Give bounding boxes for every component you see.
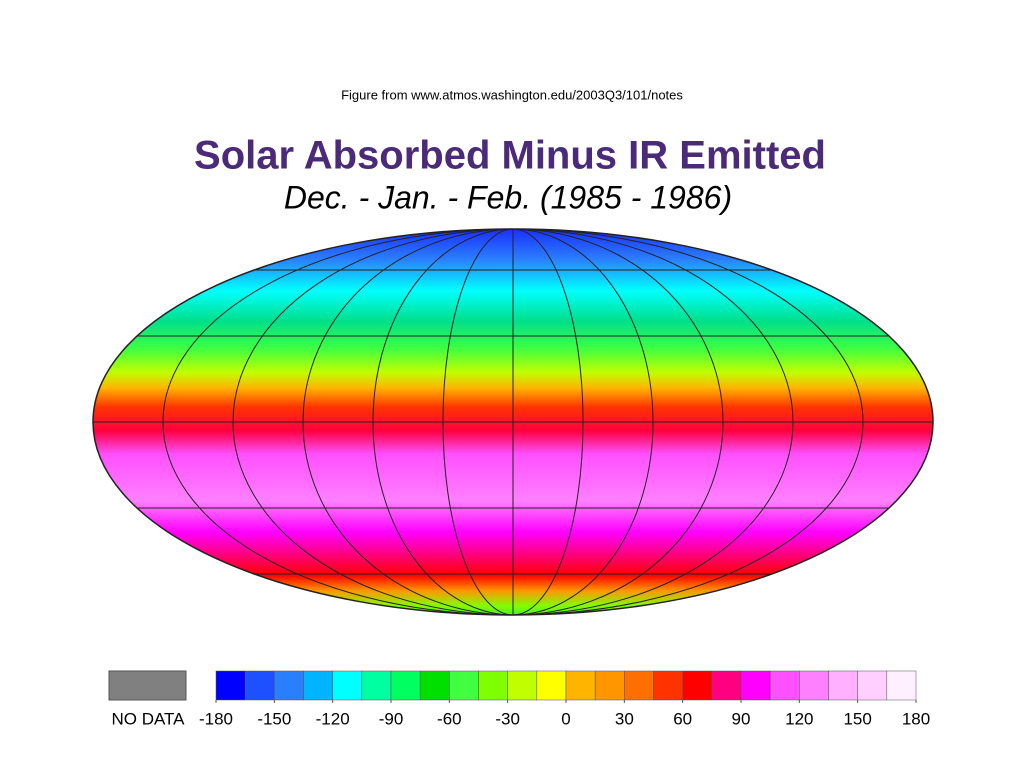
tick-label: 60 — [673, 709, 692, 728]
color-swatch — [886, 670, 917, 701]
color-swatch — [244, 670, 275, 701]
color-swatch — [857, 670, 888, 701]
tick-label: 90 — [732, 709, 751, 728]
tick-label: 30 — [615, 709, 634, 728]
map-subtitle: Dec. - Jan. - Feb. (1985 - 1986) — [284, 179, 732, 215]
tick-label: 120 — [785, 709, 813, 728]
tick-label: -30 — [495, 709, 520, 728]
no-data-swatch — [108, 670, 187, 701]
tick-label: -120 — [316, 709, 350, 728]
color-swatch — [536, 670, 567, 701]
color-swatch — [361, 670, 392, 701]
no-data-label: NO DATA — [111, 709, 185, 728]
color-swatch — [769, 670, 800, 701]
color-swatch — [507, 670, 538, 701]
tick-label: -60 — [437, 709, 462, 728]
color-swatch — [274, 670, 304, 701]
color-swatch — [565, 670, 596, 701]
color-swatch — [594, 670, 625, 701]
tick-label: -150 — [257, 709, 291, 728]
tick-label: 150 — [843, 709, 871, 728]
color-swatch — [215, 670, 246, 701]
tick-label: 180 — [902, 709, 930, 728]
color-swatch — [799, 670, 829, 701]
color-swatch — [740, 670, 771, 701]
map-title: Solar Absorbed Minus IR Emitted — [194, 134, 826, 178]
color-swatch — [390, 670, 421, 701]
tick-label: -180 — [199, 709, 233, 728]
color-swatch — [828, 670, 858, 701]
tick-label: -90 — [379, 709, 404, 728]
color-swatch — [332, 670, 363, 701]
color-swatch — [711, 670, 742, 701]
map-outline — [92, 228, 934, 616]
map — [93, 229, 933, 615]
color-swatch — [478, 670, 508, 701]
color-swatch — [449, 670, 479, 701]
color-swatch — [419, 670, 450, 701]
color-swatch — [653, 670, 683, 701]
tick-label: 0 — [561, 709, 570, 728]
source-caption: Figure from www.atmos.washington.edu/200… — [341, 87, 683, 102]
color-swatch — [303, 670, 333, 701]
color-swatch — [682, 670, 713, 701]
color-swatch — [624, 670, 654, 701]
legend: NO DATA -180 -150 -120 -90 -60 -30 0 30 60 90 120 15… — [108, 670, 930, 728]
